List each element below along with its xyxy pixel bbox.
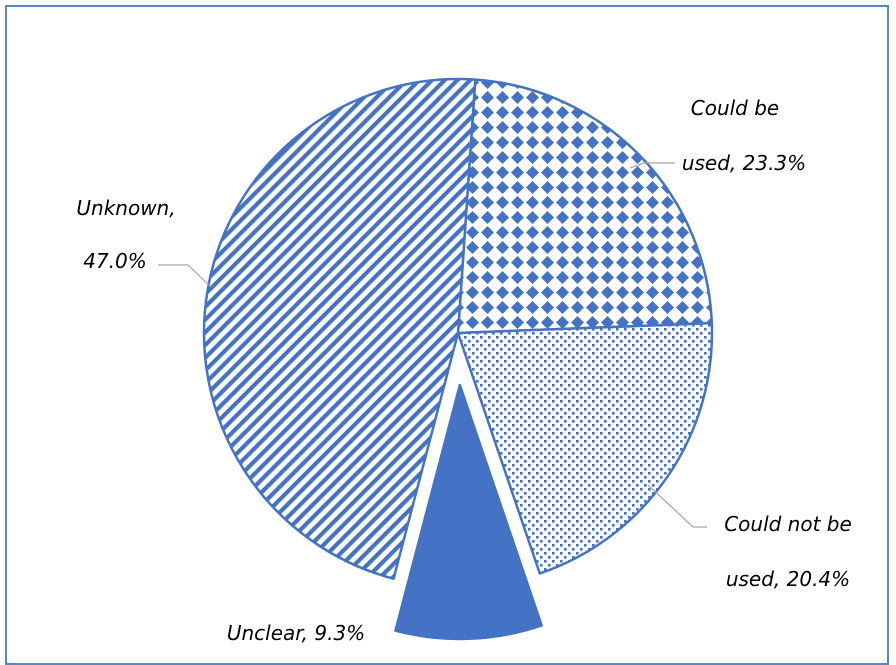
leader-could-be-used [629, 162, 675, 169]
pie-slice-unknown [202, 77, 477, 580]
label-could-be-used-line1: Could be [691, 96, 780, 120]
label-unknown-line1: Unknown, [76, 196, 175, 220]
label-unknown-line2: 47.0% [83, 249, 147, 273]
label-could-not-be-used-line1: Could not be [724, 512, 852, 536]
leader-lines [158, 162, 707, 528]
label-could-not-be-used-line2: used, 20.4% [726, 567, 850, 591]
pie-slices [202, 77, 714, 641]
leader-could-not-be-used [647, 484, 707, 528]
leader-unknown [158, 264, 212, 288]
label-unclear: Unclear, 9.3% [227, 621, 365, 645]
pie-slice-could-be-used [456, 78, 714, 335]
pie-slice-could-not-be-used [456, 321, 714, 575]
data-labels: Could be used, 23.3% Could not be used, … [76, 96, 851, 645]
pie-slice-unclear [394, 383, 543, 641]
label-could-be-used-line2: used, 23.3% [682, 151, 806, 175]
